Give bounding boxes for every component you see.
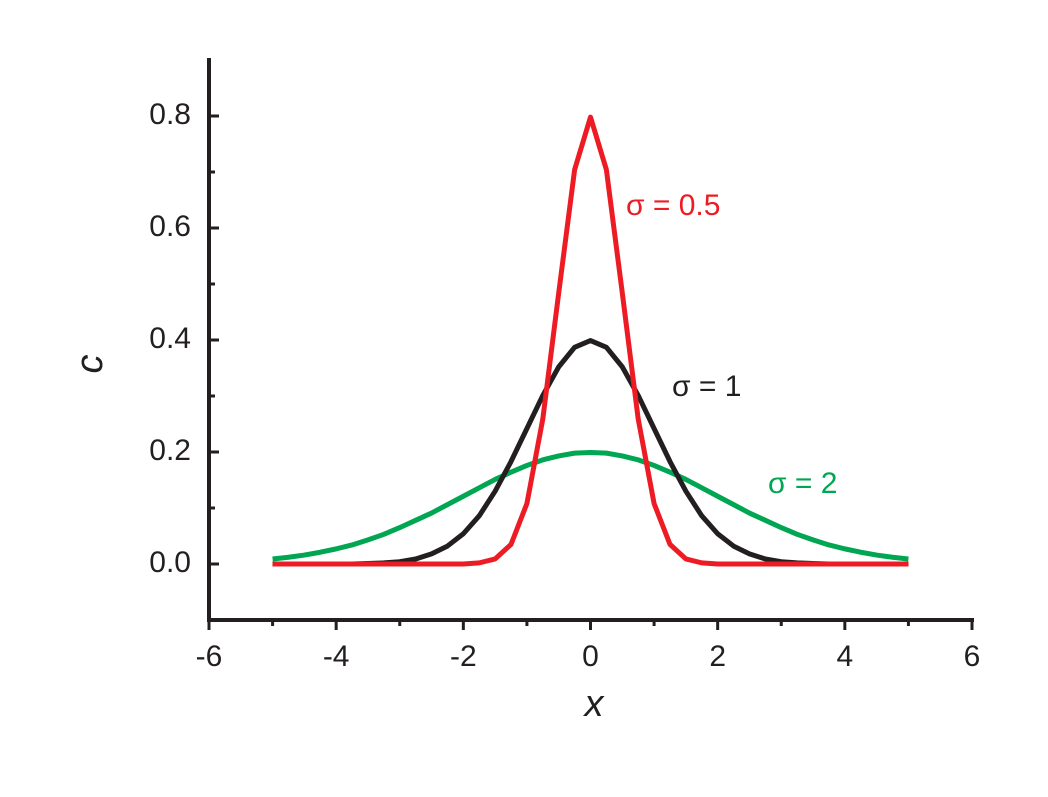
x-tick-label: -4 <box>323 640 350 673</box>
y-axis-label: c <box>69 355 111 374</box>
series-line <box>272 450 909 562</box>
x-axis-label: x <box>583 683 606 725</box>
y-tick-label: 0.0 <box>149 546 191 579</box>
x-tick-label: 0 <box>582 640 599 673</box>
x-tick-label: 4 <box>836 640 853 673</box>
x-tick-label: 2 <box>709 640 726 673</box>
y-tick-label: 0.2 <box>149 434 191 467</box>
y-tick-label: 0.4 <box>149 322 191 355</box>
x-tick-label: 6 <box>964 640 981 673</box>
series-label: σ = 1 <box>672 370 741 403</box>
series-label: σ = 0.5 <box>626 189 720 222</box>
x-tick-label: -2 <box>450 640 477 673</box>
y-tick-label: 0.6 <box>149 210 191 243</box>
series-label: σ = 2 <box>768 467 837 500</box>
series-line <box>272 114 909 567</box>
x-tick-label: -6 <box>196 640 223 673</box>
y-tick-label: 0.8 <box>149 98 191 131</box>
